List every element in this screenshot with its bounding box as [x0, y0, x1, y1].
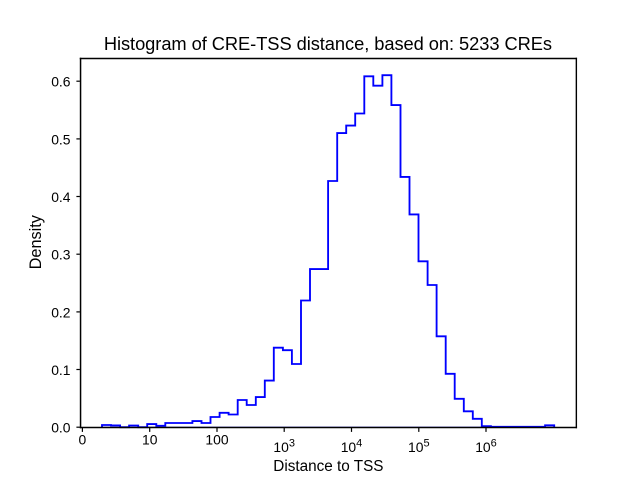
svg-text:100: 100: [205, 431, 228, 447]
svg-text:0.5: 0.5: [51, 131, 71, 147]
svg-text:Histogram of CRE-TSS distance,: Histogram of CRE-TSS distance, based on:…: [104, 33, 552, 54]
svg-text:0.2: 0.2: [51, 304, 71, 320]
svg-text:0.6: 0.6: [51, 74, 71, 90]
svg-text:Density: Density: [27, 214, 45, 269]
svg-text:0.1: 0.1: [51, 362, 71, 378]
svg-text:0.0: 0.0: [51, 420, 71, 436]
svg-text:0.4: 0.4: [51, 189, 71, 205]
svg-text:0.3: 0.3: [51, 247, 71, 263]
svg-text:0: 0: [79, 431, 87, 447]
svg-text:10: 10: [142, 431, 158, 447]
svg-text:Distance to TSS: Distance to TSS: [273, 458, 383, 475]
